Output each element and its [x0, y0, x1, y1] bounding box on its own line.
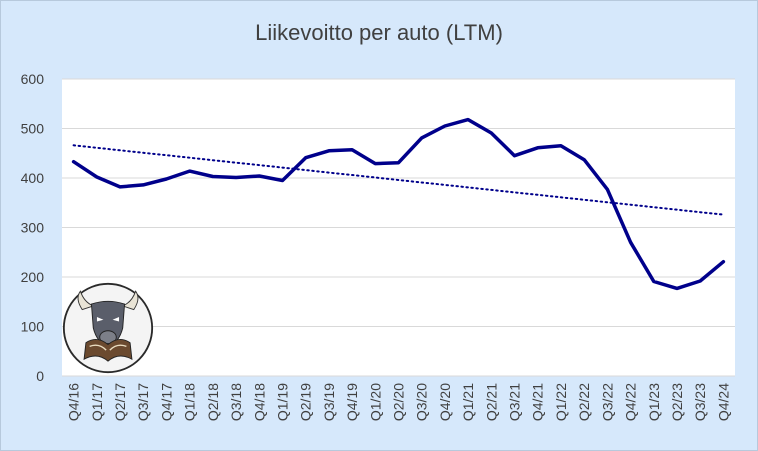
x-tick-label: Q4/21: [530, 383, 546, 421]
y-tick-label: 600: [21, 71, 45, 87]
x-tick-label: Q1/18: [182, 383, 198, 421]
y-tick-label: 500: [21, 121, 45, 137]
y-tick-label: 100: [21, 319, 45, 335]
series-group: [71, 117, 726, 291]
trendline: [72, 144, 725, 216]
x-tick-label: Q2/22: [576, 383, 592, 421]
x-tick-label: Q4/16: [66, 383, 82, 421]
x-tick-label: Q3/19: [321, 383, 337, 421]
y-tick-label: 0: [36, 368, 44, 384]
y-axis-ticks: 0 100 200 300 400 500 600: [21, 71, 45, 384]
series-line: [71, 117, 726, 291]
x-tick-label: Q4/20: [437, 383, 453, 421]
x-tick-label: Q2/18: [205, 383, 221, 421]
x-tick-label: Q4/22: [623, 383, 639, 421]
x-tick-label: Q2/19: [298, 383, 314, 421]
x-tick-label: Q3/23: [692, 383, 708, 421]
chart-title: Liikevoitto per auto (LTM): [255, 20, 503, 45]
x-tick-label: Q1/20: [367, 383, 383, 421]
x-tick-label: Q4/18: [251, 383, 267, 421]
x-tick-label: Q4/24: [715, 383, 731, 421]
x-axis-ticks: Q4/16 Q1/17 Q2/17 Q3/17 Q4/17 Q1/18 Q2/18 Q3/18…: [66, 383, 732, 421]
bull-reading-book-logo-icon: [62, 282, 154, 374]
x-tick-label: Q3/21: [507, 383, 523, 421]
x-tick-label: Q2/20: [391, 383, 407, 421]
x-tick-label: Q4/19: [344, 383, 360, 421]
x-tick-label: Q1/21: [460, 383, 476, 421]
x-tick-label: Q2/17: [112, 383, 128, 421]
gridlines: [62, 78, 735, 377]
x-tick-label: Q3/17: [135, 383, 151, 421]
x-tick-label: Q3/18: [228, 383, 244, 421]
x-tick-label: Q2/21: [483, 383, 499, 421]
x-tick-label: Q3/22: [599, 383, 615, 421]
x-tick-label: Q3/20: [414, 383, 430, 421]
y-tick-label: 200: [21, 269, 45, 285]
y-tick-label: 400: [21, 170, 45, 186]
x-tick-label: Q1/17: [89, 383, 105, 421]
y-tick-label: 300: [21, 220, 45, 236]
x-tick-label: Q4/17: [158, 383, 174, 421]
x-tick-label: Q1/22: [553, 383, 569, 421]
x-tick-label: Q2/23: [669, 383, 685, 421]
x-tick-label: Q1/19: [274, 383, 290, 421]
x-tick-label: Q1/23: [646, 383, 662, 421]
